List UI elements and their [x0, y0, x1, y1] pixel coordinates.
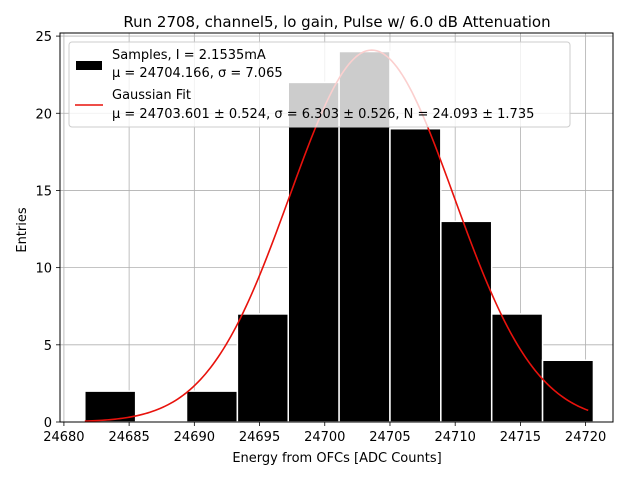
legend-fit-line2: μ = 24703.601 ± 0.524, σ = 6.303 ± 0.526… [112, 107, 534, 122]
histogram-bar [236, 313, 289, 423]
histogram-bar [541, 359, 595, 423]
legend-samples-line1: Samples, I = 2.1535mA [112, 48, 266, 63]
histogram-bar [440, 220, 493, 423]
plot-frame [59, 32, 614, 423]
legend-box [68, 41, 571, 128]
histogram-bar [287, 81, 340, 423]
y-tick-label: 10 [35, 262, 52, 277]
x-tick-label: 24685 [108, 430, 149, 445]
legend-samples-swatch [76, 61, 102, 70]
y-tick-label: 5 [44, 339, 52, 354]
chart-title: Run 2708, channel5, lo gain, Pulse w/ 6.… [123, 13, 550, 31]
y-tick-label: 15 [35, 184, 52, 199]
x-tick-label: 24715 [500, 430, 541, 445]
x-axis-label: Energy from OFCs [ADC Counts] [232, 451, 441, 466]
histogram-bars [84, 50, 595, 423]
histogram-bar [185, 390, 239, 423]
x-tick-label: 24705 [369, 430, 410, 445]
legend-fit-line1: Gaussian Fit [112, 88, 191, 103]
legend: Samples, I = 2.1535mA μ = 24704.166, σ =… [68, 41, 571, 128]
x-tick-label: 24695 [239, 430, 280, 445]
x-tick-label: 24680 [43, 430, 84, 445]
x-tick-label: 24710 [435, 430, 476, 445]
x-tick-label: 24690 [174, 430, 215, 445]
x-tick-label: 24720 [565, 430, 606, 445]
y-tick-label: 25 [35, 30, 52, 45]
y-tick-label: 0 [44, 416, 52, 431]
y-tick-label: 20 [35, 107, 52, 122]
x-tick-label: 24700 [304, 430, 345, 445]
axis-ticks: 24680 24685 24690 24695 24700 24705 24710 24715… [35, 30, 606, 445]
y-axis-label: Entries [15, 207, 30, 253]
histogram-bar [389, 127, 442, 423]
legend-samples-line2: μ = 24704.166, σ = 7.065 [112, 66, 283, 81]
histogram-bar [490, 313, 544, 423]
